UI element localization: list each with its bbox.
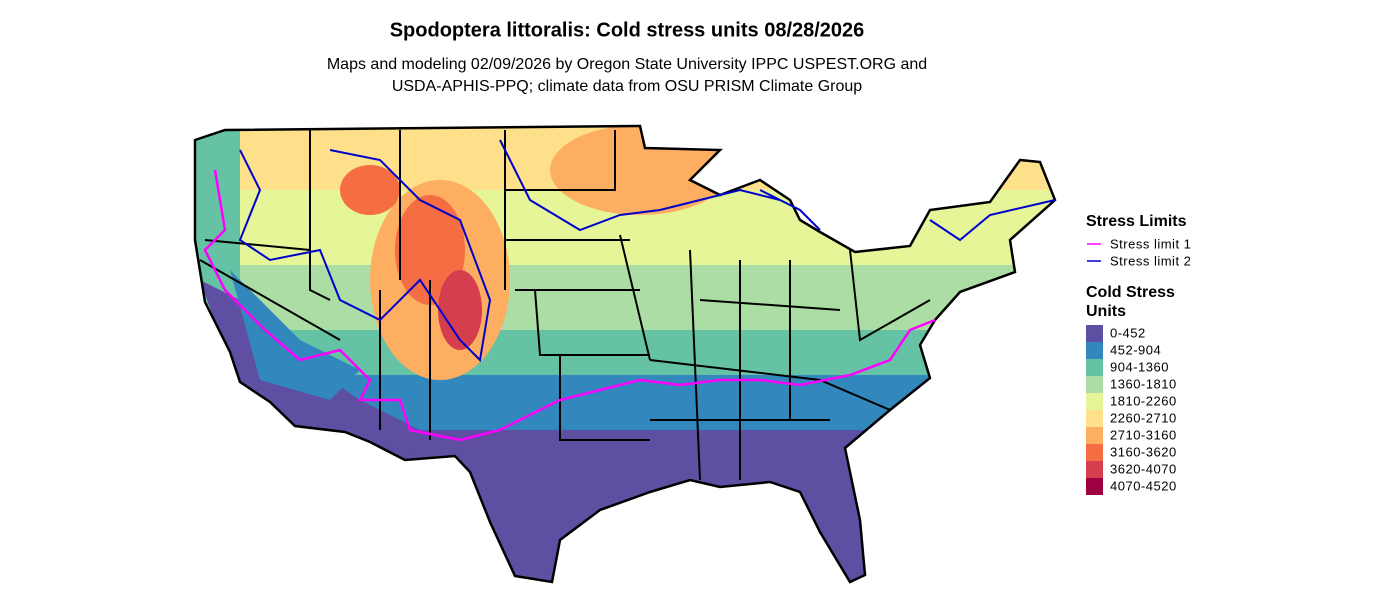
legend-swatch bbox=[1086, 325, 1103, 342]
legend-swatch bbox=[1086, 444, 1103, 461]
legend-swatch bbox=[1086, 410, 1103, 427]
legend-label: 1810-2260 bbox=[1110, 393, 1177, 408]
legend-label: 904-1360 bbox=[1110, 359, 1169, 374]
legend-label: 2260-2710 bbox=[1110, 410, 1177, 425]
legend-title: Stress Limits bbox=[1086, 213, 1187, 230]
subtitle: Maps and modeling 02/09/2026 by Oregon S… bbox=[327, 56, 927, 73]
legend-label: 0-452 bbox=[1110, 325, 1146, 340]
legend-swatch bbox=[1086, 359, 1103, 376]
legend-swatch bbox=[1086, 376, 1103, 393]
title: Spodoptera littoralis: Cold stress units… bbox=[390, 19, 865, 41]
legend-title: Units bbox=[1086, 303, 1126, 320]
legend-label: 4070-4520 bbox=[1110, 478, 1177, 493]
legend-label: 1360-1810 bbox=[1110, 376, 1177, 391]
legend-swatch bbox=[1086, 478, 1103, 495]
legend-label: 3620-4070 bbox=[1110, 461, 1177, 476]
legend-swatch bbox=[1086, 342, 1103, 359]
legend-swatch bbox=[1086, 461, 1103, 478]
legend-swatch bbox=[1086, 393, 1103, 410]
legend-label: 3160-3620 bbox=[1110, 444, 1177, 459]
stress-limit-2-line bbox=[238, 139, 1056, 363]
legend-title: Cold Stress bbox=[1086, 284, 1175, 301]
legend-swatch bbox=[1086, 427, 1103, 444]
subtitle: USDA-APHIS-PPQ; climate data from OSU PR… bbox=[392, 78, 862, 95]
legend-label: Stress limit 1 bbox=[1110, 236, 1191, 251]
legend-label: Stress limit 2 bbox=[1110, 253, 1191, 268]
legend-label: 2710-3160 bbox=[1110, 427, 1177, 442]
legend-label: 452-904 bbox=[1110, 342, 1161, 357]
stress-limit-1-line bbox=[203, 169, 936, 442]
